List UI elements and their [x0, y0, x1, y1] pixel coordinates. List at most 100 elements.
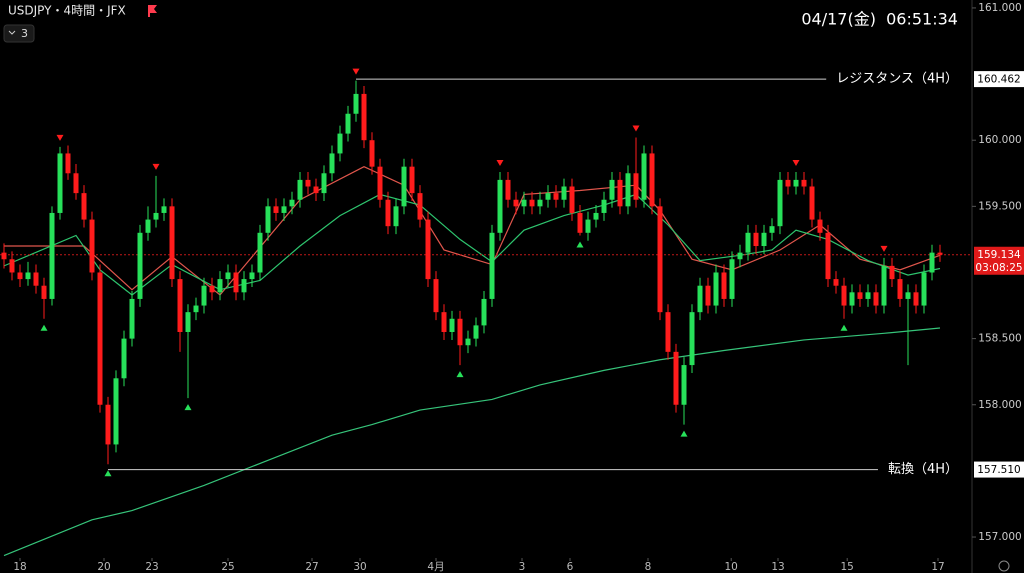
level-label: 転換（4H）	[888, 462, 958, 477]
candle-body	[817, 219, 823, 233]
candle-body	[617, 179, 623, 207]
signal-down	[632, 125, 640, 132]
candle-body	[665, 312, 671, 352]
candle-body	[809, 186, 815, 220]
signal-down	[496, 159, 504, 166]
candle-body	[561, 186, 567, 200]
candle-body	[873, 292, 879, 306]
candle-body	[761, 232, 767, 247]
candle-body	[113, 378, 119, 445]
candle-body	[369, 140, 375, 167]
candle-body	[385, 199, 391, 227]
candle-body	[177, 279, 183, 333]
candle-body	[769, 226, 775, 233]
candle-body	[401, 166, 407, 207]
signal-down	[152, 163, 160, 170]
candle-body	[425, 219, 431, 280]
x-tick-label: 10	[725, 561, 738, 573]
candle-body	[465, 338, 471, 346]
y-tick-label: 159.500	[978, 200, 1021, 212]
candle-body	[65, 153, 71, 174]
candle-body	[321, 173, 327, 194]
candle-body	[97, 272, 103, 405]
candle-body	[921, 272, 927, 306]
candle-body	[1, 252, 7, 260]
candle-body	[273, 206, 279, 213]
candle-body	[249, 272, 255, 280]
x-tick-label: 23	[145, 561, 158, 573]
y-tick-label: 158.000	[978, 399, 1021, 411]
candle-body	[697, 285, 703, 313]
candle-body	[633, 173, 639, 200]
candle-body	[785, 179, 791, 187]
candle-body	[353, 93, 359, 114]
candle-body	[513, 199, 519, 207]
candle-body	[313, 186, 319, 194]
candle-body	[905, 292, 911, 299]
candle-body	[625, 173, 631, 207]
candle-body	[129, 298, 135, 339]
x-tick-label: 13	[771, 561, 784, 573]
candle-body	[593, 212, 599, 220]
candle-body	[657, 206, 663, 313]
candle-body	[169, 206, 175, 280]
candle-body	[537, 199, 543, 207]
candle-body	[121, 338, 127, 379]
candle-body	[713, 272, 719, 306]
level-price: 157.510	[977, 464, 1020, 476]
signal-up	[184, 404, 192, 411]
candle-body	[217, 279, 223, 293]
signal-up	[40, 324, 48, 331]
indicator-count: 3	[21, 27, 28, 40]
chevron-icon	[8, 30, 16, 35]
candle-body	[25, 272, 31, 280]
candle-body	[145, 219, 151, 233]
candle-body	[529, 199, 535, 207]
candle-body	[793, 179, 799, 187]
x-tick-label: 27	[305, 561, 318, 573]
candle-body	[881, 265, 887, 306]
candle-body	[649, 153, 655, 207]
candle-body	[33, 272, 39, 286]
last-price-box	[974, 246, 1024, 275]
candle-body	[937, 252, 943, 255]
candle-body	[257, 232, 263, 273]
candle-body	[73, 173, 79, 194]
candle-body	[913, 292, 919, 306]
candle-body	[185, 312, 191, 333]
candle-body	[545, 193, 551, 200]
signal-up	[576, 241, 584, 248]
candle-body	[409, 166, 415, 194]
candle-body	[57, 153, 63, 213]
candle-body	[377, 166, 383, 200]
moving-average	[3, 193, 941, 296]
plot-area	[0, 68, 972, 561]
candle-body	[281, 206, 287, 213]
candle-body	[721, 272, 727, 299]
candle-body	[305, 179, 311, 187]
candle-body	[473, 325, 479, 339]
candle-body	[865, 292, 871, 299]
candle-body	[849, 292, 855, 306]
x-tick-label: 4月	[427, 561, 444, 573]
moving-average	[3, 327, 941, 557]
candle-body	[265, 206, 271, 233]
candle-body	[825, 232, 831, 280]
candle-body	[161, 206, 167, 213]
indicator-toggle[interactable]	[3, 24, 35, 43]
candle-body	[897, 279, 903, 299]
candle-body	[505, 179, 511, 200]
y-tick-label: 160.000	[978, 134, 1021, 146]
candle-body	[201, 285, 207, 306]
candle-body	[577, 212, 583, 233]
signal-down	[352, 68, 360, 75]
settings-icon[interactable]	[998, 560, 1010, 572]
candle-body	[889, 265, 895, 280]
signal-up	[456, 371, 464, 378]
candle-body	[417, 193, 423, 220]
candle-body	[329, 153, 335, 174]
candle-body	[745, 232, 751, 253]
candle-body	[489, 232, 495, 299]
